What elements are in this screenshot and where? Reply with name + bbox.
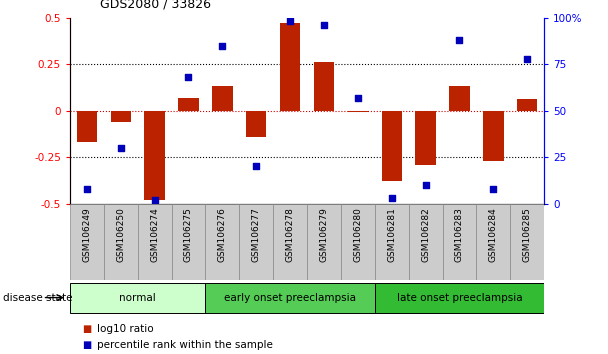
Bar bbox=[137, 204, 171, 280]
Bar bbox=[348, 110, 368, 113]
Text: GSM106277: GSM106277 bbox=[252, 207, 261, 262]
Bar bbox=[382, 110, 402, 181]
Bar bbox=[171, 204, 206, 280]
Bar bbox=[212, 86, 232, 110]
Bar bbox=[206, 283, 375, 313]
Text: GSM106276: GSM106276 bbox=[218, 207, 227, 262]
Bar bbox=[70, 283, 206, 313]
Point bbox=[285, 18, 295, 24]
Bar bbox=[104, 204, 137, 280]
Text: GSM106279: GSM106279 bbox=[319, 207, 328, 262]
Text: GSM106274: GSM106274 bbox=[150, 207, 159, 262]
Point bbox=[353, 95, 363, 101]
Bar bbox=[409, 204, 443, 280]
Text: normal: normal bbox=[119, 292, 156, 303]
Point bbox=[82, 186, 92, 192]
Point bbox=[251, 164, 261, 169]
Text: GSM106275: GSM106275 bbox=[184, 207, 193, 262]
Bar bbox=[280, 23, 300, 110]
Text: late onset preeclampsia: late onset preeclampsia bbox=[396, 292, 522, 303]
Bar bbox=[477, 204, 510, 280]
Text: early onset preeclampsia: early onset preeclampsia bbox=[224, 292, 356, 303]
Text: ■: ■ bbox=[82, 324, 91, 333]
Bar bbox=[77, 110, 97, 142]
Text: GSM106280: GSM106280 bbox=[353, 207, 362, 262]
Text: GSM106249: GSM106249 bbox=[82, 207, 91, 262]
Bar bbox=[246, 110, 266, 137]
Point bbox=[150, 197, 159, 202]
Text: GSM106282: GSM106282 bbox=[421, 207, 430, 262]
Bar bbox=[375, 283, 544, 313]
Bar bbox=[307, 204, 341, 280]
Text: log10 ratio: log10 ratio bbox=[97, 324, 154, 333]
Point bbox=[455, 37, 465, 43]
Bar bbox=[341, 204, 375, 280]
Bar bbox=[449, 86, 469, 110]
Point bbox=[116, 145, 126, 151]
Text: GSM106284: GSM106284 bbox=[489, 207, 498, 262]
Bar bbox=[145, 110, 165, 200]
Point bbox=[319, 22, 329, 28]
Text: GDS2080 / 33826: GDS2080 / 33826 bbox=[100, 0, 212, 11]
Point bbox=[387, 195, 396, 201]
Bar bbox=[70, 204, 104, 280]
Bar bbox=[240, 204, 273, 280]
Bar bbox=[483, 110, 503, 161]
Text: GSM106283: GSM106283 bbox=[455, 207, 464, 262]
Bar bbox=[510, 204, 544, 280]
Text: disease state: disease state bbox=[3, 292, 72, 303]
Text: percentile rank within the sample: percentile rank within the sample bbox=[97, 340, 273, 350]
Bar bbox=[314, 62, 334, 110]
Point bbox=[218, 43, 227, 48]
Bar bbox=[443, 204, 477, 280]
Bar bbox=[415, 110, 436, 165]
Bar bbox=[273, 204, 307, 280]
Point bbox=[522, 56, 532, 62]
Text: GSM106281: GSM106281 bbox=[387, 207, 396, 262]
Point bbox=[421, 182, 430, 188]
Point bbox=[488, 186, 498, 192]
Point bbox=[184, 74, 193, 80]
Bar bbox=[206, 204, 240, 280]
Text: GSM106250: GSM106250 bbox=[116, 207, 125, 262]
Bar bbox=[111, 110, 131, 122]
Text: ■: ■ bbox=[82, 340, 91, 350]
Text: GSM106285: GSM106285 bbox=[523, 207, 532, 262]
Bar bbox=[375, 204, 409, 280]
Text: GSM106278: GSM106278 bbox=[286, 207, 295, 262]
Bar bbox=[178, 98, 199, 110]
Bar bbox=[517, 99, 537, 110]
